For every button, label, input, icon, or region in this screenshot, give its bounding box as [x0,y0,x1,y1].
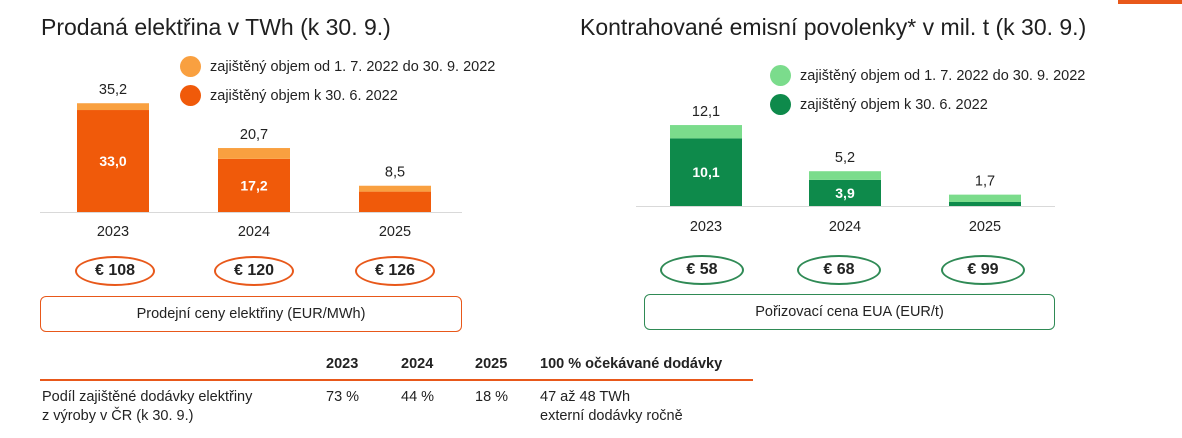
electricity-chart-title: Prodaná elektřina v TWh (k 30. 9.) [41,14,391,40]
bar-inner-label-2024: 3,9 [835,185,855,201]
eua-price-oval-2025: € 99 [941,255,1025,285]
legend-item-later-volume: zajištěný objem od 1. 7. 2022 do 30. 9. … [770,61,1085,90]
bar-total-label-2025: 1,7 [975,174,995,190]
table-row-label-line1: Podíl zajištěné dodávky elektřiny [42,389,253,405]
bar-segment-later-2024 [218,148,290,159]
corner-accent-bar [1118,0,1182,4]
legend-swatch-dark-orange [180,85,201,106]
eua-price-caption: Pořizovací cena EUA (EUR/t) [644,294,1055,330]
table-header-expected: 100 % očekávané dodávky [540,356,723,372]
bar-segment-later-2023 [670,125,742,139]
legend-label: zajištěný objem od 1. 7. 2022 do 30. 9. … [210,58,496,75]
table-cell-2024: 44 % [401,389,435,405]
legend-swatch-light-orange [180,56,201,77]
bar-inner-label-2024: 17,2 [240,177,267,193]
bar-segment-earlier-2023 [77,110,149,212]
bar-segment-later-2025 [949,194,1021,202]
category-label-2023: 2023 [690,219,722,235]
bar-total-label-2023: 12,1 [692,104,720,120]
table-cell-expected: 47 až 48 TWh externí dodávky ročně [540,388,683,426]
legend-item-earlier-volume: zajištěný objem k 30. 6. 2022 [770,90,1085,119]
category-label-2024: 2024 [238,224,270,240]
bar-segment-earlier-2025 [359,191,431,212]
bar-inner-label-2023: 10,1 [692,164,719,180]
bar-total-label-2025: 8,5 [385,165,405,181]
eua-price-oval-2023: € 58 [660,255,744,285]
bar-segment-later-2025 [359,185,431,192]
emission-chart-title: Kontrahované emisní povolenky* v mil. t … [580,14,1087,40]
category-label-2024: 2024 [829,219,861,235]
legend-item-earlier-volume: zajištěný objem k 30. 6. 2022 [180,81,495,110]
bar-total-label-2024: 5,2 [835,150,855,166]
table-cell-2025: 18 % [475,389,509,405]
bar-inner-label-2023: 33,0 [99,153,126,169]
table-header-2024: 2024 [401,356,434,372]
price-oval-2025: € 126 [355,256,435,286]
legend-label: zajištěný objem k 30. 6. 2022 [800,96,988,113]
table-cell-expected-line2: externí dodávky ročně [540,408,683,424]
legend-swatch-dark-green [770,94,791,115]
legend-label: zajištěný objem od 1. 7. 2022 do 30. 9. … [800,67,1086,84]
table-row-label: Podíl zajištěné dodávky elektřiny z výro… [42,388,252,426]
table-cell-2023: 73 % [326,389,360,405]
table-header-2023: 2023 [326,356,359,372]
electricity-price-caption: Prodejní ceny elektřiny (EUR/MWh) [40,296,462,332]
price-oval-2024: € 120 [214,256,294,286]
legend-item-later-volume: zajištěný objem od 1. 7. 2022 do 30. 9. … [180,52,495,81]
table-row-label-line2: z výroby v ČR (k 30. 9.) [42,408,194,424]
bar-segment-earlier-2024 [809,179,881,206]
legend-label: zajištěný objem k 30. 6. 2022 [210,87,398,104]
bar-total-label-2023: 35,2 [99,82,127,98]
price-oval-2023: € 108 [75,256,155,286]
bar-segment-earlier-2024 [218,158,290,212]
bar-segment-earlier-2023 [670,138,742,206]
emission-legend: zajištěný objem od 1. 7. 2022 do 30. 9. … [770,61,1085,119]
eua-price-oval-2024: € 68 [797,255,881,285]
bar-segment-later-2023 [77,103,149,111]
bar-total-label-2024: 20,7 [240,127,268,143]
electricity-legend: zajištěný objem od 1. 7. 2022 do 30. 9. … [180,52,495,110]
category-label-2025: 2025 [379,224,411,240]
bar-segment-later-2024 [809,171,881,180]
bar-segment-earlier-2025 [949,201,1021,206]
table-divider [40,379,753,381]
category-label-2025: 2025 [969,219,1001,235]
category-label-2023: 2023 [97,224,129,240]
table-header-2025: 2025 [475,356,508,372]
table-cell-expected-line1: 47 až 48 TWh [540,389,631,405]
legend-swatch-light-green [770,65,791,86]
